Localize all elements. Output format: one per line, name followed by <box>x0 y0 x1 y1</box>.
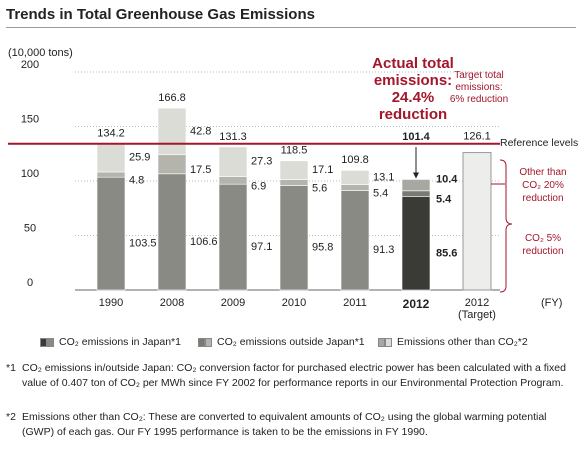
legend-swatch <box>205 337 212 347</box>
annotation: CO₂ 5% reduction <box>522 233 564 257</box>
annotation: Target total emissions: 6% reduction <box>449 70 509 105</box>
legend-item: CO₂ emissions in Japan*1 <box>40 336 181 348</box>
bar-segment <box>340 184 370 191</box>
total-label: 101.4 <box>402 131 430 143</box>
bar-segment <box>218 146 248 177</box>
footnote: *2 Emissions other than CO₂: These are co… <box>6 410 576 440</box>
legend-label: CO₂ emissions in Japan*1 <box>59 336 181 348</box>
annotation: Actual total emissions: 24.4% reduction <box>372 55 454 123</box>
bar-segment <box>157 154 187 175</box>
y-tick-label: 200 <box>21 59 39 71</box>
y-tick-label: 100 <box>21 168 39 180</box>
chart-title: Trends in Total Greenhouse Gas Emissions <box>6 6 576 28</box>
bar-segment <box>401 190 431 197</box>
x-tick-label: 2008 <box>159 297 185 309</box>
legend-swatch <box>385 337 392 347</box>
total-label: 109.8 <box>341 154 369 166</box>
total-label: 166.8 <box>158 92 186 104</box>
legend-label: CO₂ emissions outside Japan*1 <box>217 336 365 348</box>
bar-segment <box>218 183 248 291</box>
legend-swatch <box>378 337 385 347</box>
legend-item: Emissions other than CO₂*2 <box>378 336 528 348</box>
footnote-mark: *2 <box>6 411 16 423</box>
x-axis-label: (FY) <box>541 297 563 309</box>
legend-swatch <box>198 337 205 347</box>
value-label: 5.4 <box>436 194 452 206</box>
bar-segment <box>279 160 309 180</box>
bar-segment <box>96 171 126 178</box>
value-label: 4.8 <box>129 174 144 186</box>
legend-label: Emissions other than CO₂*2 <box>397 336 528 348</box>
annotation: Other than CO₂ 20% reduction <box>519 167 567 204</box>
value-label: 85.6 <box>436 247 457 259</box>
x-tick-label: 2012 (Target) <box>458 297 496 321</box>
annotation: Reference levels <box>500 137 579 149</box>
value-label: 25.9 <box>129 152 150 164</box>
bar-segment <box>340 190 370 291</box>
arrow-head <box>413 172 419 179</box>
bar-segment <box>340 170 370 185</box>
y-axis-label: (10,000 tons) <box>8 47 73 59</box>
value-label: 10.4 <box>436 174 458 186</box>
bar-segment <box>401 196 431 291</box>
value-label: 95.8 <box>312 242 333 254</box>
bar-segment <box>279 179 309 186</box>
value-label: 106.6 <box>190 236 218 248</box>
bar-segment <box>279 185 309 291</box>
total-label: 118.5 <box>281 145 308 157</box>
legend-swatch <box>40 337 47 347</box>
value-label: 17.1 <box>312 164 333 176</box>
footnote-text: CO₂ emissions in/outside Japan: CO₂ conv… <box>22 362 566 389</box>
value-label: 13.1 <box>373 171 394 183</box>
value-label: 91.3 <box>373 244 394 256</box>
bar-segment <box>96 176 126 291</box>
x-tick-label: 1990 <box>98 297 124 309</box>
footnote: *1 CO₂ emissions in/outside Japan: CO₂ co… <box>6 361 576 391</box>
total-label: 131.3 <box>219 131 247 143</box>
value-label: 17.5 <box>190 164 211 176</box>
value-label: 5.4 <box>373 187 388 199</box>
bar-segment <box>157 107 187 156</box>
value-label: 5.6 <box>312 182 327 194</box>
bar-segment <box>401 179 431 192</box>
bar-segment <box>96 143 126 173</box>
x-tick-label: 2011 <box>343 297 367 309</box>
brace <box>499 159 513 293</box>
y-tick-label: 150 <box>21 113 39 125</box>
legend-item: CO₂ emissions outside Japan*1 <box>198 336 365 348</box>
x-tick-label: 2012 <box>402 297 430 311</box>
value-label: 103.5 <box>129 237 157 249</box>
total-label: 126.1 <box>463 130 491 142</box>
footnote-text: Emissions other than CO₂: These are conv… <box>22 411 547 438</box>
value-label: 27.3 <box>251 156 272 168</box>
footnote-mark: *1 <box>6 362 16 374</box>
bar-segment <box>157 173 187 291</box>
y-tick-label: 50 <box>24 222 36 234</box>
value-label: 42.8 <box>190 125 211 137</box>
y-tick-label: 0 <box>27 277 33 289</box>
x-tick-label: 2009 <box>220 297 246 309</box>
legend-swatch <box>47 337 54 347</box>
target-bar <box>462 152 492 291</box>
value-label: 97.1 <box>251 241 272 253</box>
value-label: 6.9 <box>251 180 266 192</box>
bar-segment <box>218 176 248 185</box>
total-label: 134.2 <box>97 128 125 140</box>
x-tick-label: 2010 <box>281 297 307 309</box>
